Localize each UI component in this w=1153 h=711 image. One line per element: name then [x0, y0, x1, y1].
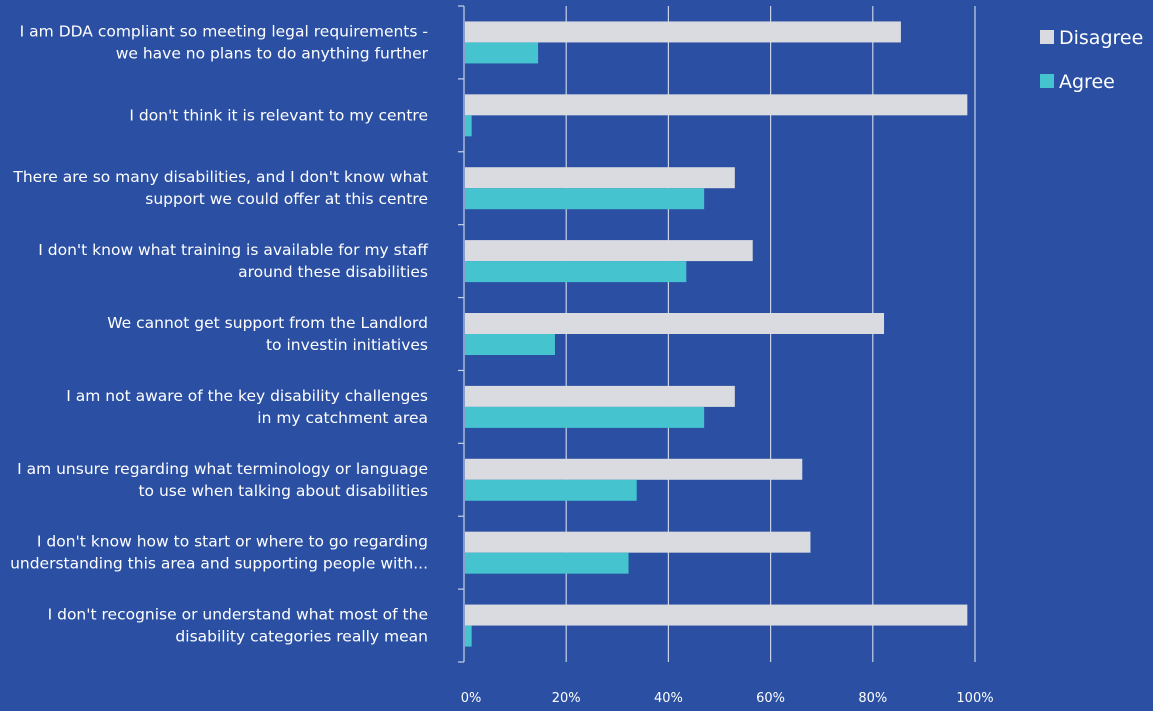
category-label: support we could offer at this centre: [145, 190, 428, 208]
x-tick-label: 80%: [858, 691, 887, 706]
bar-agree: [465, 625, 472, 647]
category-label: to investin initiatives: [266, 336, 428, 354]
legend-label-agree: Agree: [1059, 71, 1115, 93]
category-label: understanding this area and supporting p…: [10, 555, 428, 573]
bar-disagree: [465, 240, 753, 262]
legend-swatch-disagree: [1040, 30, 1054, 44]
category-label: I am unsure regarding what terminology o…: [17, 460, 428, 478]
bar-disagree: [465, 604, 968, 626]
bar-disagree: [465, 94, 968, 116]
bar-agree: [465, 261, 687, 283]
bar-agree: [465, 479, 637, 501]
bar-agree: [465, 406, 705, 428]
category-label: I don't know what training is available …: [38, 241, 428, 259]
x-tick-label: 0%: [461, 691, 482, 706]
bar-disagree: [465, 531, 811, 553]
category-label: I am DDA compliant so meeting legal requ…: [20, 22, 428, 40]
bar-disagree: [465, 385, 735, 407]
category-label: to use when talking about disabilities: [138, 482, 428, 500]
category-label: disability categories really mean: [175, 628, 428, 646]
category-label: in my catchment area: [257, 409, 428, 427]
bar-agree: [465, 552, 629, 574]
category-label: I don't think it is relevant to my centr…: [129, 106, 428, 124]
x-tick-label: 20%: [552, 691, 581, 706]
bar-disagree: [465, 21, 901, 43]
legend-label-disagree: Disagree: [1059, 27, 1143, 49]
category-label: We cannot get support from the Landlord: [107, 314, 428, 332]
bar-agree: [465, 188, 705, 210]
category-label: I am not aware of the key disability cha…: [66, 387, 428, 405]
category-label: we have no plans to do anything further: [116, 44, 429, 62]
x-tick-label: 60%: [756, 691, 785, 706]
x-tick-label: 100%: [956, 691, 993, 706]
category-label: I don't recognise or understand what mos…: [48, 606, 428, 624]
bar-agree: [465, 334, 555, 355]
x-tick-label: 40%: [654, 691, 683, 706]
bar-disagree: [465, 167, 735, 189]
bar-disagree: [465, 458, 803, 480]
category-label: around these disabilities: [238, 263, 428, 281]
bar-disagree: [465, 313, 885, 334]
legend-swatch-agree: [1040, 74, 1054, 88]
bar-agree: [465, 115, 472, 137]
bar-agree: [465, 42, 539, 64]
category-label: I don't know how to start or where to go…: [37, 533, 428, 551]
category-label: There are so many disabilities, and I do…: [12, 168, 428, 186]
